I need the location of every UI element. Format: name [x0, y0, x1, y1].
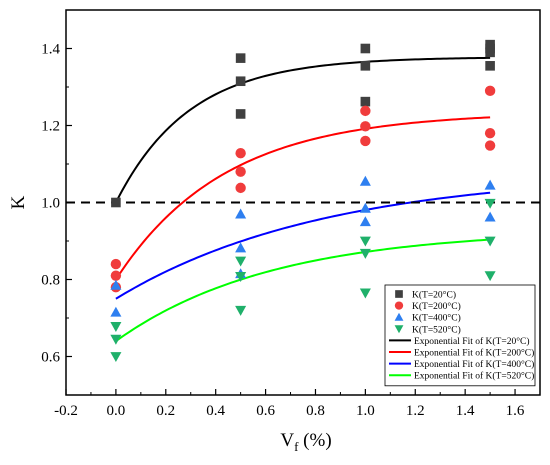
data-point	[110, 270, 122, 281]
data-point	[110, 322, 122, 332]
data-point	[111, 197, 121, 208]
legend-label: Exponential Fit of K(T=20°C)	[414, 336, 530, 347]
data-point	[360, 121, 371, 132]
data-point	[235, 166, 246, 177]
data-point	[235, 272, 247, 282]
x-tick-label: 0.4	[206, 403, 225, 419]
y-tick-label: 0.6	[41, 350, 60, 366]
legend-marker	[394, 312, 404, 321]
legend-label: Exponential Fit of K(T=400°C)	[414, 359, 534, 370]
y-tick-label: 0.8	[41, 273, 60, 289]
x-axis-title-main: V	[280, 430, 294, 451]
data-point	[484, 271, 496, 282]
legend-label: Exponential Fit of K(T=520°C)	[414, 371, 534, 382]
x-tick-label: 1.4	[456, 403, 475, 419]
data-point	[235, 242, 247, 253]
data-point	[235, 148, 246, 159]
fit-curve	[115, 56, 491, 203]
data-point	[110, 258, 122, 270]
fit-curve	[115, 191, 491, 300]
data-point	[484, 85, 496, 97]
data-point	[359, 288, 371, 299]
x-axis-title-subscript: f	[294, 439, 299, 454]
x-tick-label: 1.0	[356, 403, 375, 419]
data-point	[360, 61, 371, 71]
x-tick-label: 1.2	[406, 403, 425, 419]
legend-label: Exponential Fit of K(T=200°C)	[414, 348, 534, 359]
legend-marker	[395, 290, 403, 298]
data-point	[359, 175, 371, 186]
data-point	[235, 305, 247, 316]
legend-marker	[394, 325, 404, 334]
data-point	[235, 76, 246, 87]
data-point	[359, 236, 371, 247]
data-point	[360, 105, 371, 117]
data-point	[360, 135, 371, 147]
data-point	[484, 198, 496, 209]
data-point	[484, 211, 496, 222]
axis-ticks: -0.2 0.0 0.2 0.4 0.6 0.8 1.0 1.2 1.4 1.6 0.6 0.8 1.0…	[41, 42, 541, 419]
legend: K(T=20°C)K(T=200°C)K(T=400°C)K(T=520°C)E…	[384, 284, 536, 387]
data-point	[110, 334, 122, 345]
x-tick-label: 0.0	[107, 403, 126, 419]
legend-label: K(T=20°C)	[412, 290, 456, 301]
fit-curve	[115, 238, 491, 342]
y-tick-label: 1.2	[41, 119, 60, 135]
data-point	[484, 236, 496, 247]
data-point	[235, 208, 247, 219]
x-tick-label: -0.2	[54, 403, 78, 419]
y-axis-title: K	[8, 195, 29, 209]
x-tick-label: 0.6	[256, 403, 275, 419]
y-tick-label: 1.0	[41, 196, 60, 212]
fit-curve	[115, 116, 491, 281]
data-point	[485, 61, 495, 71]
legend-marker	[394, 301, 404, 310]
legend-label: K(T=520°C)	[412, 324, 461, 335]
legend-label: K(T=400°C)	[412, 313, 461, 324]
data-point	[359, 248, 371, 259]
data-point	[235, 53, 246, 63]
data-point	[484, 128, 496, 139]
x-tick-label: 0.2	[156, 403, 175, 419]
data-point	[110, 306, 122, 317]
data-points	[110, 39, 496, 363]
data-point	[360, 96, 371, 107]
data-point	[484, 179, 496, 190]
data-point	[235, 109, 246, 119]
data-point	[235, 256, 247, 267]
data-point	[360, 43, 371, 54]
y-tick-label: 1.4	[41, 42, 60, 58]
data-point	[110, 279, 122, 290]
data-point	[110, 352, 122, 363]
data-point	[484, 140, 496, 151]
x-tick-label: 1.6	[506, 403, 525, 419]
legend-label: K(T=200°C)	[412, 301, 461, 312]
x-tick-label: 0.8	[306, 403, 325, 419]
data-point	[359, 202, 371, 213]
x-axis-title-unit: (%)	[298, 430, 331, 451]
legend-box	[384, 284, 536, 387]
data-point	[485, 47, 495, 58]
x-axis-title: Vf (%)	[280, 430, 331, 454]
fit-curves	[115, 56, 491, 342]
data-point	[359, 216, 371, 227]
data-point	[235, 182, 246, 194]
